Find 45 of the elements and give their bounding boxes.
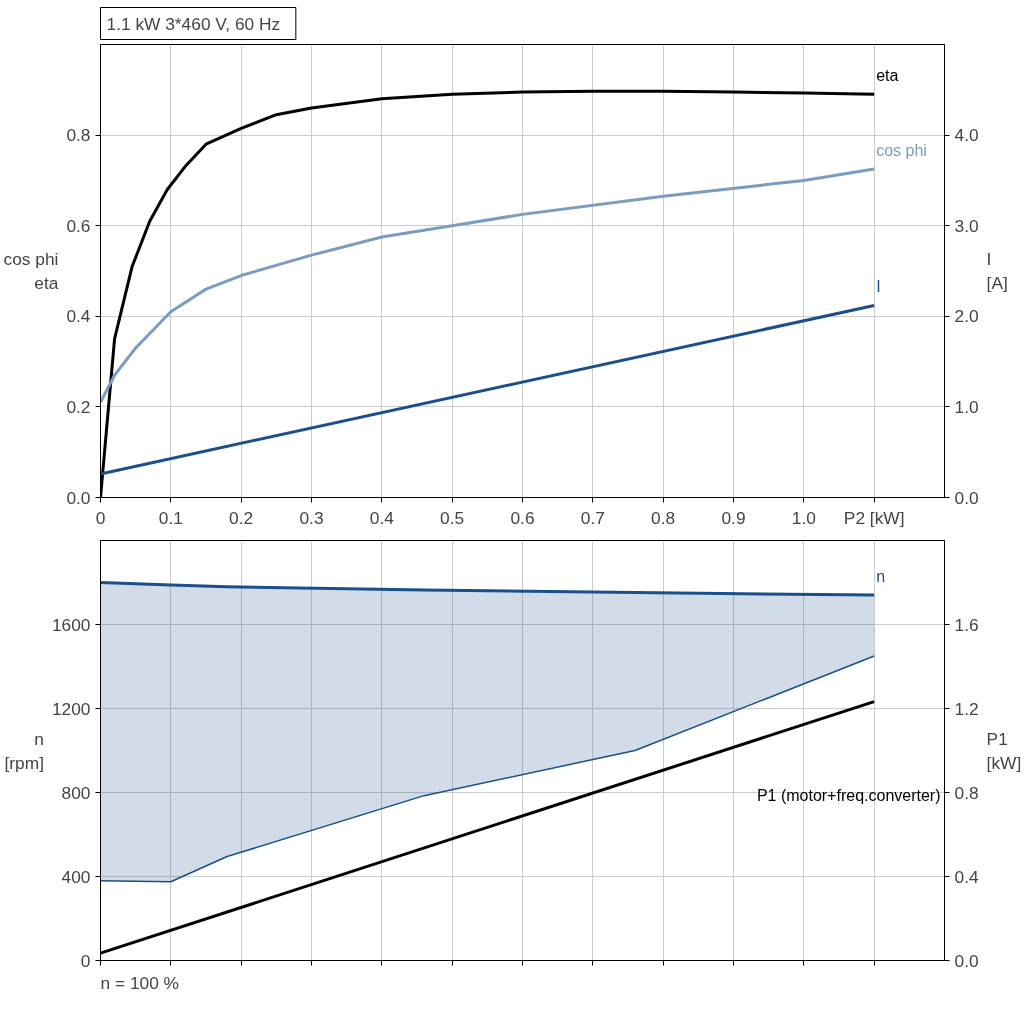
y2-tick-label: 0.0 [954, 487, 979, 508]
x-tick-label: P2 [kW] [843, 507, 905, 528]
y2-tick-label: 0.8 [954, 782, 979, 803]
y2-tick-label: 1.2 [954, 698, 979, 719]
x-tick-label: 0.5 [440, 507, 465, 528]
y-tick-label: 0.6 [66, 215, 91, 236]
y2-axis-title: P1 [kW] [986, 728, 1022, 773]
chart-title: 1.1 kW 3*460 V, 60 Hz [106, 13, 281, 34]
x-tick-label: 0.9 [721, 507, 746, 528]
y2-tick-label: 4.0 [954, 125, 979, 146]
y-tick-label: 1600 [51, 614, 91, 635]
y2-tick-label: 1.6 [954, 614, 979, 635]
x-tick-label: 0.8 [651, 507, 676, 528]
series-label: eta [876, 67, 899, 85]
x-tick-label: 0 [95, 507, 106, 528]
y2-tick-label: 1.0 [954, 396, 979, 417]
x-tick-label: 0.2 [229, 507, 254, 528]
y-tick-label: 0.4 [66, 306, 91, 327]
x-tick-label: 0.7 [580, 507, 605, 528]
series-label: cos phi [876, 142, 927, 160]
series-label: n [876, 568, 886, 586]
line-series [100, 167, 876, 404]
y2-tick-label: 0.4 [954, 866, 979, 887]
y-tick-label: 1200 [51, 698, 91, 719]
y-axis-title: n [rpm] [4, 728, 44, 773]
text: n = 100 % [100, 972, 180, 993]
line-series [100, 581, 876, 597]
y-tick-label: 0 [80, 950, 91, 971]
x-tick-label: 0.4 [369, 507, 395, 528]
y-tick-label: 0.0 [66, 487, 91, 508]
text: P1 (motor+freq.converter) [756, 786, 941, 804]
y-tick-label: 800 [61, 782, 91, 803]
x-tick-label: 0.3 [299, 507, 324, 528]
y2-tick-label: 0.0 [954, 950, 979, 971]
y-tick-label: 400 [61, 866, 91, 887]
x-tick-label: 0.6 [510, 507, 535, 528]
y-axis-title: cos phi eta [3, 249, 59, 293]
series-label: I [876, 278, 881, 296]
y2-tick-label: 2.0 [954, 306, 979, 327]
y2-tick-label: 3.0 [954, 215, 979, 236]
y-tick-label: 0.2 [66, 396, 91, 417]
y-tick-label: 0.8 [66, 125, 91, 146]
x-tick-label: 1.0 [791, 507, 816, 528]
y2-axis-title: I [A] [986, 249, 1008, 293]
x-tick-label: 0.1 [158, 507, 183, 528]
